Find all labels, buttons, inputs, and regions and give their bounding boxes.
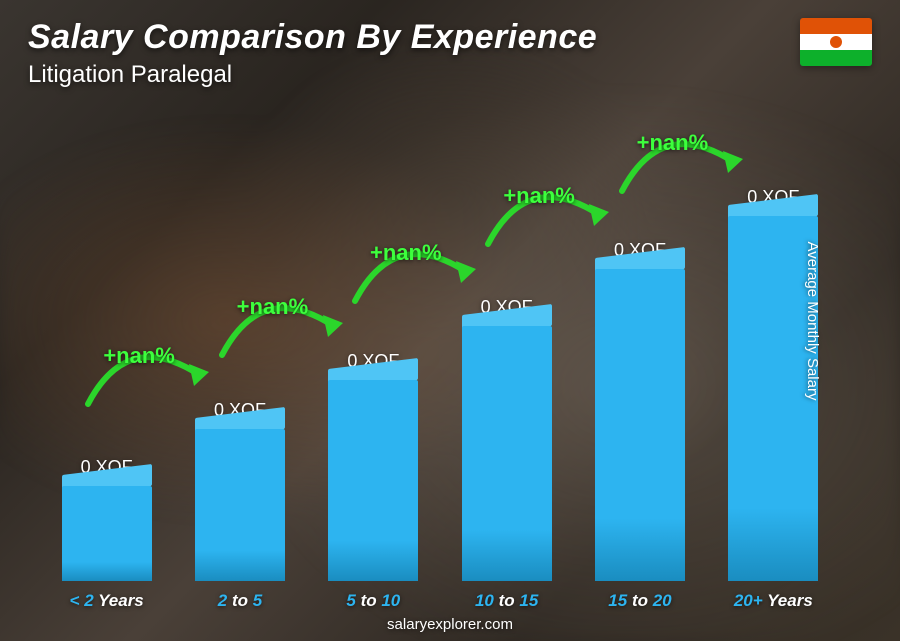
- xaxis: < 2 Years2 to 55 to 1010 to 1515 to 2020…: [40, 591, 840, 611]
- yaxis-label: Average Monthly Salary: [804, 241, 821, 400]
- header: Salary Comparison By Experience Litigati…: [28, 18, 597, 89]
- growth-label-1: +nan%: [103, 343, 175, 369]
- chart-subtitle: Litigation Paralegal: [28, 61, 597, 89]
- bar-0: [62, 486, 152, 581]
- growth-label-2: +nan%: [237, 294, 309, 320]
- growth-label-4: +nan%: [503, 183, 575, 209]
- bar-col-1: +nan%0 XOF: [173, 120, 306, 581]
- footer-credit: salaryexplorer.com: [387, 616, 513, 633]
- bar-2: [328, 380, 418, 581]
- xaxis-label-5: 20+ Years: [707, 591, 840, 611]
- bar-col-4: +nan%0 XOF: [573, 120, 706, 581]
- bar-col-2: +nan%0 XOF: [307, 120, 440, 581]
- bars-container: 0 XOF+nan%0 XOF+nan%0 XOF+nan%0 XOF+nan%…: [40, 120, 840, 581]
- flag-niger: [800, 18, 872, 66]
- xaxis-label-3: 10 to 15: [440, 591, 573, 611]
- flag-stripe-bot: [800, 50, 872, 66]
- bar-3: [462, 326, 552, 581]
- growth-label-3: +nan%: [370, 240, 442, 266]
- bar-4: [595, 269, 685, 581]
- flag-stripe-top: [800, 18, 872, 34]
- xaxis-label-1: 2 to 5: [173, 591, 306, 611]
- flag-circle: [830, 36, 842, 48]
- chart-title: Salary Comparison By Experience: [28, 18, 597, 57]
- xaxis-label-2: 5 to 10: [307, 591, 440, 611]
- bar-1: [195, 429, 285, 581]
- growth-label-5: +nan%: [637, 130, 709, 156]
- xaxis-label-4: 15 to 20: [573, 591, 706, 611]
- bar-chart: 0 XOF+nan%0 XOF+nan%0 XOF+nan%0 XOF+nan%…: [40, 120, 840, 581]
- xaxis-label-0: < 2 Years: [40, 591, 173, 611]
